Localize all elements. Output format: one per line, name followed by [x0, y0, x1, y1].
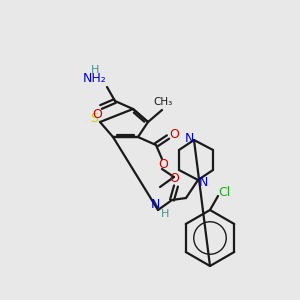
- Text: O: O: [169, 172, 179, 184]
- Text: N: N: [198, 176, 208, 188]
- Text: CH₃: CH₃: [153, 97, 172, 107]
- Text: O: O: [158, 158, 168, 172]
- Text: O: O: [169, 128, 179, 142]
- Text: Cl: Cl: [218, 185, 230, 199]
- Text: N: N: [150, 199, 160, 212]
- Text: H: H: [91, 65, 99, 75]
- Text: H: H: [161, 209, 169, 219]
- Text: O: O: [92, 107, 102, 121]
- Text: N: N: [184, 131, 194, 145]
- Text: S: S: [90, 112, 98, 125]
- Text: NH₂: NH₂: [83, 73, 107, 85]
